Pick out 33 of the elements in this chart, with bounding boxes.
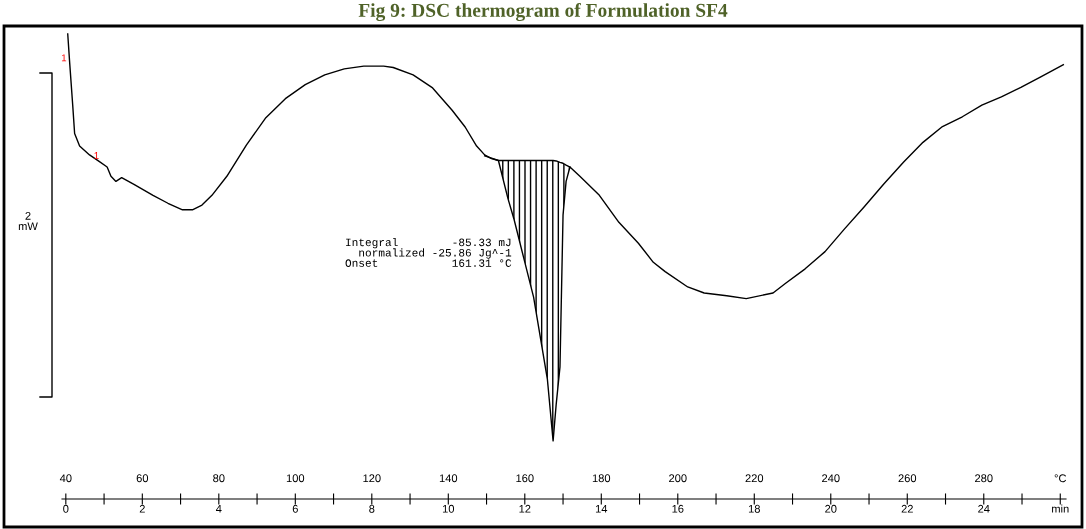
x2-tick-label: 6 xyxy=(292,504,298,513)
x2-tick-label: 22 xyxy=(901,504,913,513)
x2-tick-label: 12 xyxy=(519,504,531,513)
x2-tick-label: min xyxy=(1052,504,1069,513)
x2-tick-label: 24 xyxy=(978,504,990,513)
text: 2 mW xyxy=(18,211,38,231)
x-tick-label: °C xyxy=(1054,474,1067,483)
x-tick-label: 260 xyxy=(898,474,917,483)
x-tick-label: 180 xyxy=(592,474,611,483)
x2-tick-label: 0 xyxy=(63,504,69,513)
annotation: Integral -85.33 mJ normalized -25.86 Jg^-1 Onset 161.31 °C xyxy=(345,238,512,267)
x2-tick-label: 8 xyxy=(369,504,375,513)
chart-title: Fig 9: DSC thermogram of Formulation SF4 xyxy=(358,3,728,21)
x-tick-label: 140 xyxy=(439,474,458,483)
x-tick-label: 160 xyxy=(516,474,534,483)
x2-tick-label: 10 xyxy=(442,504,455,513)
x2-tick-label: 2 xyxy=(139,504,145,513)
x2-tick-label: 20 xyxy=(825,504,837,513)
x2-tick-label: 18 xyxy=(748,504,760,513)
x-tick-label: 240 xyxy=(822,474,840,483)
x-tick-label: 120 xyxy=(363,474,381,483)
x2-tick-label: 16 xyxy=(672,504,684,513)
annotation: 1 xyxy=(61,54,67,62)
annotation: 1 xyxy=(94,152,99,159)
x2-tick-label: 4 xyxy=(215,504,222,513)
x-tick-label: 280 xyxy=(975,474,993,483)
x-tick-label: 220 xyxy=(745,474,764,483)
x-tick-label: 40 xyxy=(59,474,72,483)
x-tick-label: 60 xyxy=(136,474,149,483)
x-tick-label: 80 xyxy=(213,474,225,483)
x-tick-label: 200 xyxy=(669,474,687,483)
x-tick-label: 100 xyxy=(286,474,305,483)
x2-tick-label: 14 xyxy=(595,504,608,513)
